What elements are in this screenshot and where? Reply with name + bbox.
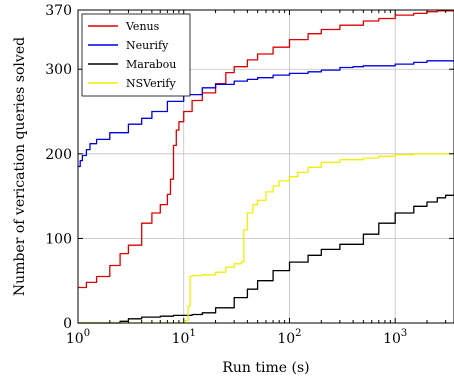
- legend-label-marabou: Marabou: [126, 58, 176, 71]
- legend-label-venus: Venus: [125, 20, 160, 33]
- x-axis-label: Run time (s): [222, 360, 309, 376]
- y-tick-label: 0: [63, 316, 72, 332]
- legend-label-nsverify: NSVerify: [126, 77, 176, 90]
- axis-ticks: [77, 9, 454, 324]
- series-lines: [78, 10, 454, 324]
- y-tick-label: 200: [45, 147, 72, 163]
- y-tick-label: 300: [45, 62, 72, 78]
- series-line-nsverify: [78, 153, 454, 324]
- series-line-neurify: [78, 60, 454, 168]
- y-tick-label: 370: [45, 3, 72, 19]
- x-tick-label: 102: [277, 328, 301, 347]
- x-tick-label: 103: [383, 328, 407, 347]
- legend: Venus Neurify Marabou NSVerify: [81, 13, 191, 97]
- y-tick-label: 100: [45, 231, 72, 247]
- x-tick-label: 101: [172, 328, 196, 347]
- series-line-marabou: [78, 193, 454, 324]
- series-line-venus: [78, 10, 454, 289]
- x-tick-label: 100: [66, 328, 90, 347]
- y-axis-label: Number of verication queries solved: [12, 37, 28, 296]
- legend-label-neurify: Neurify: [126, 39, 169, 52]
